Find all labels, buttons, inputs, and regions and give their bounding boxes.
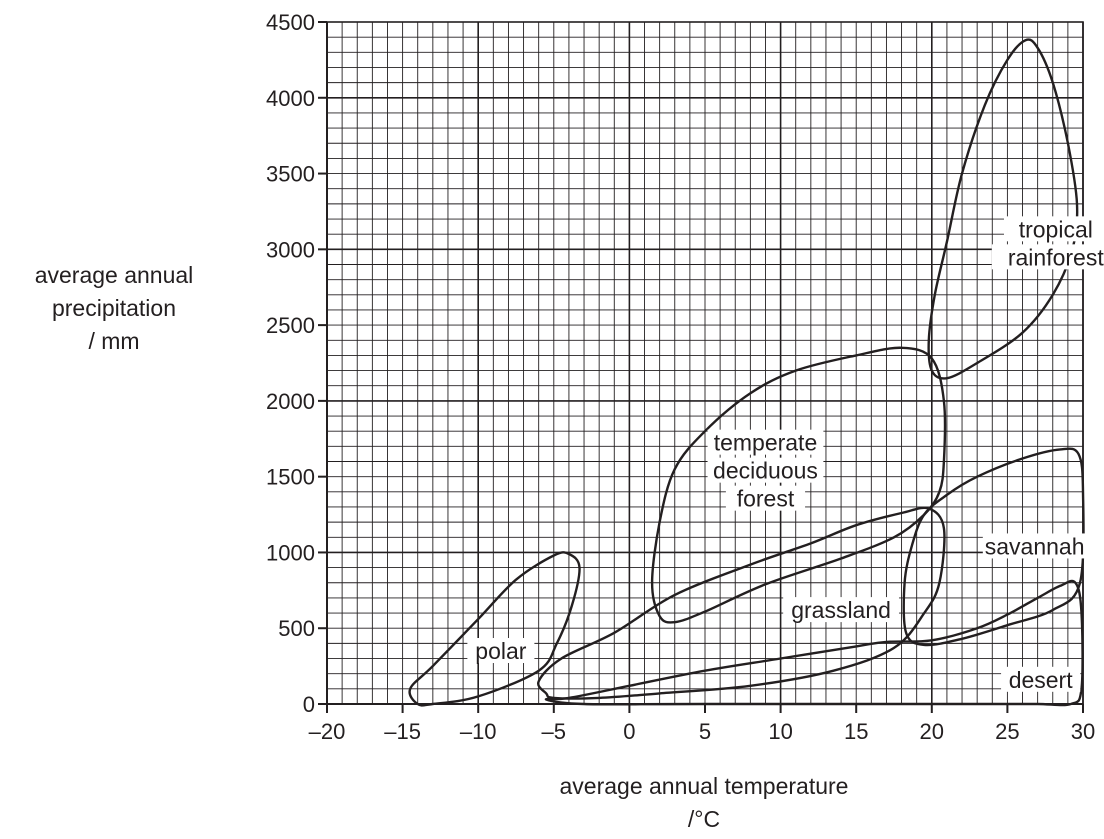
x-axis-title: average annual temperature: [560, 773, 849, 799]
x-tick-label: 25: [995, 719, 1019, 744]
region-label-temperate-deciduous-forest: forest: [737, 486, 795, 512]
grid: [326, 21, 1084, 705]
region-label-grassland: grassland: [791, 597, 891, 623]
region-label-bg: [1001, 666, 1081, 692]
region-grassland: [537, 506, 946, 700]
y-axis-title: / mm: [88, 328, 139, 354]
region-polar: [408, 551, 581, 707]
x-tick-label: 20: [920, 719, 944, 744]
region-label-bg: [707, 429, 824, 455]
y-tick-label: 4500: [266, 10, 315, 35]
x-tick-label: 10: [768, 719, 792, 744]
y-tick-label: 0: [303, 692, 315, 717]
region-label-savannah: savannah: [985, 533, 1085, 559]
y-tick-label: 500: [278, 616, 315, 641]
x-axis-title: /°C: [688, 806, 720, 832]
region-label-bg: [982, 533, 1087, 559]
region-label-bg: [707, 457, 824, 483]
region-desert: [544, 579, 1084, 707]
y-tick-label: 3500: [266, 162, 315, 187]
region-savannah: [902, 447, 1085, 647]
region-tropical-rainforest: [927, 38, 1079, 380]
region-label-tropical-rainforest: rainforest: [1008, 244, 1104, 270]
y-tick-label: 1500: [266, 465, 315, 490]
y-tick-label: 3000: [266, 237, 315, 262]
region-label-temperate-deciduous-forest: deciduous: [713, 458, 818, 484]
x-tick-label: 0: [623, 719, 635, 744]
region-label-bg: [991, 244, 1104, 270]
y-tick-label: 4000: [266, 86, 315, 111]
region-temperate-deciduous-forest: [650, 346, 947, 624]
x-tick-label: –5: [542, 719, 566, 744]
y-tick-label: 2000: [266, 389, 315, 414]
region-label-tropical-rainforest: tropical: [1019, 216, 1093, 242]
y-tick-label: 1000: [266, 540, 315, 565]
region-label-polar: polar: [475, 638, 526, 664]
x-tick-label: 15: [844, 719, 868, 744]
region-label-bg: [1003, 216, 1104, 242]
x-tick-label: 5: [699, 719, 711, 744]
y-axis-title: average annual: [35, 262, 194, 288]
y-tick-label: 2500: [266, 313, 315, 338]
x-tick-label: –15: [384, 719, 421, 744]
region-label-bg: [725, 485, 806, 511]
region-label-temperate-deciduous-forest: temperate: [714, 430, 818, 456]
region-label-desert: desert: [1009, 667, 1074, 693]
y-axis-title: precipitation: [52, 295, 176, 321]
region-label-bg: [783, 597, 899, 623]
axis-titles: average annual precipitation / mm average a…: [35, 262, 849, 832]
regions: [408, 38, 1085, 707]
x-tick-label: –10: [460, 719, 497, 744]
x-tick-label: 30: [1071, 719, 1095, 744]
tick-labels: –20 –15 –10 –5 0 5 10 15 20 25 30 0 500 1000 1500 2000 2…: [266, 10, 1095, 744]
x-tick-label: –20: [309, 719, 346, 744]
region-label-bg: [467, 638, 535, 664]
